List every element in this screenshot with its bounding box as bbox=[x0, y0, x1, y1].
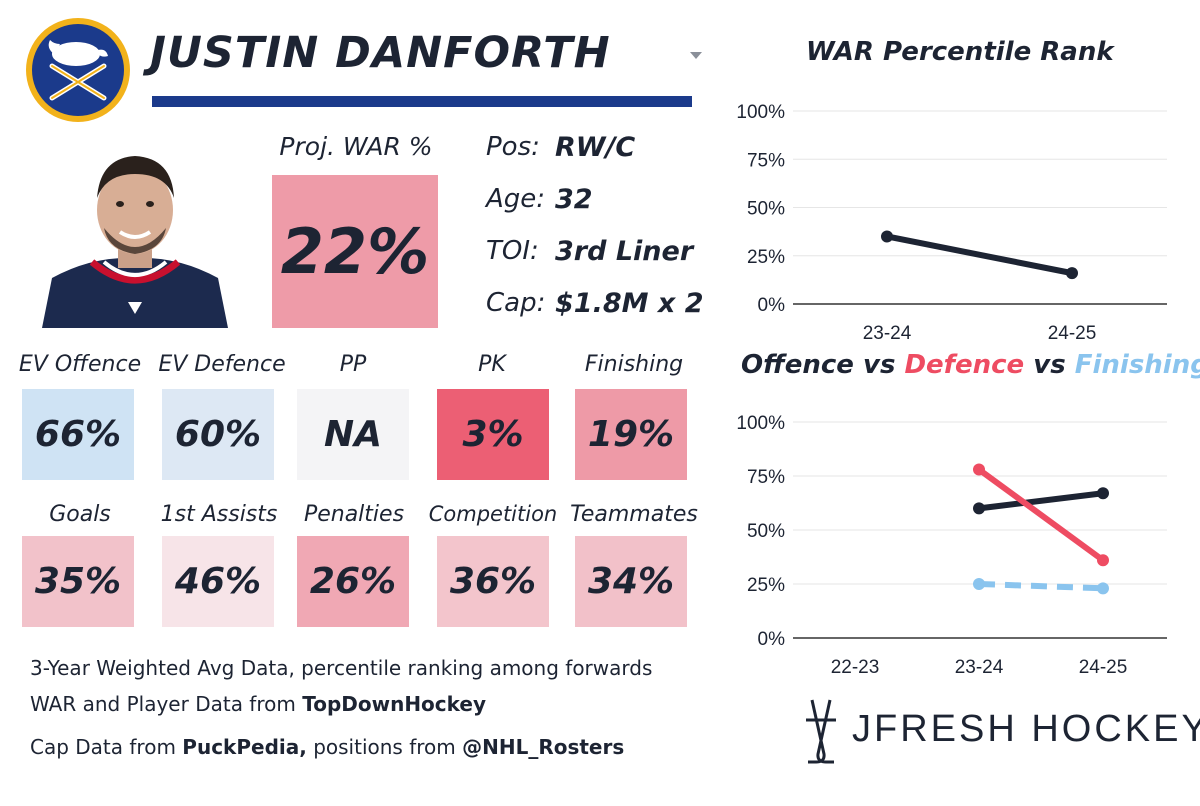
x-tick-label: 24-25 bbox=[1079, 657, 1128, 678]
toi-label: TOI: bbox=[486, 236, 539, 266]
pos-label: Pos: bbox=[486, 132, 540, 162]
cap-value: $1.8M x 2 bbox=[555, 288, 704, 319]
series-line-offence bbox=[976, 490, 1106, 512]
title-finishing: Finishing bbox=[1074, 350, 1200, 380]
tile-label-ev-offence: EV Offence bbox=[18, 352, 142, 377]
data-point-defence bbox=[973, 463, 985, 476]
y-tick-label: 25% bbox=[747, 575, 785, 596]
tile-label-1st-assists: 1st Assists bbox=[160, 502, 278, 527]
offence-defence-finishing-chart: 0% 25% 50% 75% 100% 22-23 23-24 24-25 bbox=[736, 413, 1167, 678]
nhl-rosters-link[interactable]: @NHL_Rosters bbox=[462, 735, 625, 759]
ovd-chart-title: Offence vs Defence vs Finishing bbox=[741, 350, 1200, 380]
y-tick-label: 100% bbox=[736, 102, 785, 123]
y-tick-label: 50% bbox=[747, 521, 785, 542]
y-tick-label: 75% bbox=[747, 150, 785, 171]
tile-competition: 36% bbox=[437, 536, 549, 627]
footer-war-source: WAR and Player Data from TopDownHockey bbox=[30, 692, 487, 716]
title-defence: Defence bbox=[904, 350, 1025, 380]
tile-label-teammates: Teammates bbox=[570, 502, 698, 527]
tile-teammates: 34% bbox=[575, 536, 687, 627]
tile-label-pk: PK bbox=[478, 352, 506, 377]
player-name: JUSTIN DANFORTH bbox=[150, 28, 611, 78]
y-tick-label: 0% bbox=[758, 295, 786, 316]
tile-penalties: 26% bbox=[297, 536, 409, 627]
series-line-finishing bbox=[978, 581, 1104, 592]
toi-value: 3rd Liner bbox=[555, 236, 694, 267]
tile-label-finishing: Finishing bbox=[584, 352, 684, 377]
tile-pp: NA bbox=[297, 389, 409, 480]
data-point-finishing bbox=[1097, 582, 1109, 595]
jfresh-hockey-sticks-icon bbox=[806, 699, 836, 764]
age-label: Age: bbox=[486, 184, 546, 214]
tile-label-penalties: Penalties bbox=[303, 502, 405, 527]
puckpedia-link[interactable]: PuckPedia, bbox=[182, 735, 307, 759]
player-headshot bbox=[32, 138, 238, 328]
brand-name: JFRESH HOCKEY bbox=[852, 708, 1200, 750]
team-logo-icon bbox=[26, 18, 130, 122]
tile-label-competition: Competition bbox=[428, 502, 558, 526]
topdownhockey-link[interactable]: TopDownHockey bbox=[302, 692, 487, 716]
tile-pk: 3% bbox=[437, 389, 549, 480]
proj-war-label: Proj. WAR % bbox=[279, 132, 433, 161]
tile-label-goals: Goals bbox=[49, 502, 111, 527]
data-point-defence bbox=[1097, 554, 1109, 567]
title-offence: Offence bbox=[741, 350, 854, 380]
caret-down-icon[interactable] bbox=[690, 52, 702, 59]
footer-note: 3-Year Weighted Avg Data, percentile ran… bbox=[30, 656, 653, 680]
title-vs-2: vs bbox=[1024, 350, 1075, 380]
y-tick-label: 50% bbox=[747, 199, 785, 220]
x-tick-label: 23-24 bbox=[955, 657, 1004, 678]
footer-cap-source: Cap Data from PuckPedia, positions from … bbox=[30, 735, 625, 759]
data-point-war bbox=[1066, 267, 1078, 280]
tile-goals: 35% bbox=[22, 536, 134, 627]
war-percentile-chart: 0% 25% 50% 75% 100% 23-24 24-25 bbox=[736, 102, 1167, 340]
tile-label-ev-defence: EV Defence bbox=[158, 352, 286, 377]
tile-finishing: 19% bbox=[575, 389, 687, 480]
tile-ev-offence: 66% bbox=[22, 389, 134, 480]
pos-value: RW/C bbox=[555, 132, 636, 163]
data-point-offence bbox=[1097, 487, 1109, 500]
war-chart-title: WAR Percentile Rank bbox=[806, 37, 1114, 67]
tile-ev-defence: 60% bbox=[162, 389, 274, 480]
name-underline bbox=[152, 96, 692, 107]
title-vs-1: vs bbox=[853, 350, 905, 380]
x-tick-label: 24-25 bbox=[1048, 323, 1097, 340]
y-tick-label: 100% bbox=[736, 413, 785, 434]
series-line-defence bbox=[976, 466, 1106, 564]
y-tick-label: 25% bbox=[747, 247, 785, 268]
x-tick-label: 22-23 bbox=[831, 657, 880, 678]
tile-1st-assists: 46% bbox=[162, 536, 274, 627]
data-point-finishing bbox=[973, 578, 985, 590]
cap-label: Cap: bbox=[486, 288, 546, 318]
x-tick-label: 23-24 bbox=[863, 323, 912, 340]
proj-war-value: 22% bbox=[272, 175, 438, 328]
series-line-war bbox=[884, 233, 1075, 277]
y-tick-label: 0% bbox=[758, 629, 786, 650]
data-point-offence bbox=[973, 502, 985, 515]
age-value: 32 bbox=[555, 184, 593, 215]
data-point-war bbox=[881, 230, 893, 243]
tile-label-pp: PP bbox=[339, 352, 367, 377]
y-tick-label: 75% bbox=[747, 467, 785, 488]
